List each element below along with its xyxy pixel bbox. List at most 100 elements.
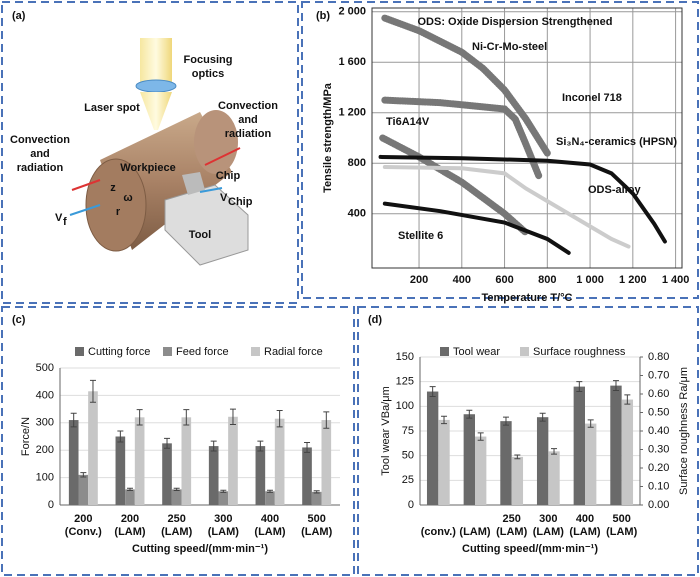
error-bar bbox=[80, 472, 87, 478]
error-bar bbox=[587, 419, 594, 428]
bar bbox=[500, 421, 512, 505]
y-tick-label: 0.10 bbox=[648, 480, 669, 492]
machining-diagram bbox=[69, 38, 249, 266]
diagram-label: Focusing bbox=[184, 54, 233, 66]
error-bar bbox=[612, 380, 619, 392]
legend-swatch bbox=[440, 347, 449, 356]
error-bar bbox=[276, 409, 283, 428]
series-label: Inconel 718 bbox=[562, 92, 622, 104]
legend-label: Tool wear bbox=[453, 346, 500, 358]
x-tick-label: 500 bbox=[307, 513, 325, 525]
error-bar bbox=[429, 386, 436, 397]
bar bbox=[311, 491, 322, 505]
diagram-label: radiation bbox=[17, 162, 64, 174]
y-tick-label: 300 bbox=[36, 417, 54, 429]
workpiece-face bbox=[85, 158, 147, 252]
x-tick-label: 250 bbox=[167, 513, 185, 525]
y-tick-label: 0.80 bbox=[648, 351, 669, 363]
arrow bbox=[204, 147, 241, 166]
bar bbox=[548, 451, 560, 505]
panel-label: (d) bbox=[368, 314, 382, 326]
y2-axis-label: Surface roughness Ra/μm bbox=[678, 367, 690, 495]
y-axis-label: Force/N bbox=[20, 417, 32, 456]
x-tick-label: (LAM) bbox=[606, 526, 637, 538]
bar bbox=[302, 447, 312, 505]
error-bar bbox=[210, 440, 217, 452]
bar bbox=[68, 420, 79, 505]
diagram-label: z bbox=[110, 182, 116, 194]
panel-label: (c) bbox=[12, 314, 26, 326]
bar bbox=[181, 417, 192, 505]
x-tick-label: (LAM) bbox=[161, 526, 192, 538]
x-tick-label: 1 000 bbox=[576, 274, 604, 286]
bar bbox=[134, 417, 145, 505]
legend-swatch bbox=[251, 347, 260, 356]
diagram-label: r bbox=[116, 206, 121, 218]
x-tick-label: 400 bbox=[453, 274, 471, 286]
error-bar bbox=[477, 432, 484, 441]
error-bar bbox=[173, 487, 180, 491]
y-tick-label: 50 bbox=[402, 450, 414, 462]
x-tick-label: 1 400 bbox=[662, 274, 690, 286]
x-tick-label: (LAM) bbox=[459, 526, 490, 538]
y-tick-label: 0.30 bbox=[648, 443, 669, 455]
chip-shape bbox=[182, 172, 205, 195]
panel-frame bbox=[301, 1, 699, 299]
y-tick-label: 75 bbox=[402, 425, 414, 437]
y-tick-label: 1 600 bbox=[338, 56, 366, 68]
series-label: Ti6A14V bbox=[386, 116, 430, 128]
bar bbox=[621, 399, 634, 505]
bar bbox=[125, 489, 135, 505]
laser-beam bbox=[140, 92, 172, 130]
line-series bbox=[379, 134, 530, 237]
x-tick-label: 200 bbox=[121, 513, 139, 525]
bar bbox=[511, 456, 524, 505]
y-tick-label: 125 bbox=[396, 376, 414, 388]
x-axis-label: Cutting speed/(mm·min⁻¹) bbox=[132, 543, 268, 555]
x-tick-label: (Conv.) bbox=[65, 526, 102, 538]
y-tick-label: 2 000 bbox=[338, 6, 366, 18]
diagram-label: ω bbox=[123, 192, 132, 204]
x-axis-label: Cutting speed/(mm·min⁻¹) bbox=[462, 543, 598, 555]
x-tick-label: 500 bbox=[612, 513, 630, 525]
arrow bbox=[69, 204, 101, 216]
y-tick-label: 0.50 bbox=[648, 406, 669, 418]
bar bbox=[321, 420, 332, 505]
error-bar bbox=[624, 394, 631, 405]
bar bbox=[463, 414, 475, 505]
error-bar bbox=[514, 454, 521, 460]
diagram-label: Tool bbox=[189, 229, 211, 241]
x-axis-label: Temperature T/°C bbox=[482, 292, 573, 304]
line-series bbox=[381, 96, 543, 180]
error-bar bbox=[117, 430, 124, 443]
x-tick-label: (conv.) bbox=[421, 526, 457, 538]
error-bar bbox=[466, 409, 473, 419]
diagram-label: V bbox=[55, 212, 63, 224]
x-tick-label: 200 bbox=[410, 274, 428, 286]
error-bar bbox=[539, 412, 546, 422]
x-tick-label: (LAM) bbox=[208, 526, 239, 538]
panel-label: (b) bbox=[316, 10, 330, 22]
workpiece-end bbox=[194, 110, 238, 174]
bar bbox=[208, 446, 219, 505]
error-bar bbox=[551, 448, 558, 455]
x-tick-label: (LAM) bbox=[301, 526, 332, 538]
x-tick-label: 1 200 bbox=[619, 274, 647, 286]
x-tick-label: 300 bbox=[539, 513, 557, 525]
series-label: Ni-Cr-Mo-steel bbox=[472, 41, 547, 53]
diagram-label: V bbox=[220, 192, 228, 204]
diagram-label: and bbox=[238, 114, 258, 126]
series-label: Stellite 6 bbox=[398, 230, 443, 242]
y-tick-label: 0 bbox=[408, 499, 414, 511]
legend-swatch bbox=[75, 347, 84, 356]
x-tick-label: (LAM) bbox=[569, 526, 600, 538]
error-bar bbox=[323, 411, 330, 429]
y-axis-label: Tool wear VBa/μm bbox=[380, 386, 392, 475]
legend-label: Cutting force bbox=[88, 346, 150, 358]
y-tick-label: 0.40 bbox=[648, 425, 669, 437]
bar bbox=[536, 417, 549, 505]
error-bar bbox=[136, 409, 143, 426]
error-bar bbox=[229, 408, 236, 425]
diagram-label: Laser spot bbox=[84, 102, 140, 114]
